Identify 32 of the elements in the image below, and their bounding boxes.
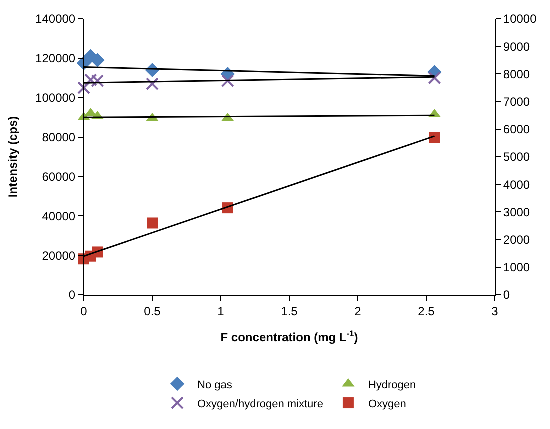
- x-tick-label: 0: [80, 304, 88, 318]
- legend-label: Oxygen/hydrogen mixture: [198, 398, 324, 410]
- y2-tick-label: 7000: [503, 95, 530, 109]
- y2-tick-label: 1000: [503, 260, 530, 275]
- y-tick-label: 80000: [42, 130, 76, 144]
- x-tick-label: 0.5: [144, 304, 162, 318]
- y-axis-title: Intensity (cps): [6, 116, 20, 198]
- y-tick-label: 0: [68, 288, 76, 302]
- x-tick-label: 2.5: [418, 304, 436, 318]
- y-tick-label: 20000: [42, 248, 76, 263]
- y-tick-label: 60000: [42, 170, 76, 184]
- y-tick-label: 120000: [36, 52, 76, 66]
- y-tick-label: 40000: [42, 209, 76, 224]
- legend-label: No gas: [198, 379, 233, 392]
- y-tick-label: 100000: [36, 91, 76, 106]
- y2-tick-label: 5000: [503, 150, 530, 164]
- y-tick-label: 140000: [36, 12, 76, 26]
- y2-tick-label: 0: [503, 288, 510, 302]
- legend-label: Hydrogen: [368, 379, 416, 392]
- x-tick-label: 1.5: [281, 304, 298, 318]
- y2-tick-label: 3000: [503, 205, 530, 220]
- x-tick-label: 3: [492, 304, 499, 318]
- y2-tick-label: 2000: [503, 233, 530, 247]
- x-axis-title: F concentration (mg L$^{-1}$): [220, 328, 358, 344]
- y2-tick-label: 9000: [503, 40, 530, 54]
- y2-tick-label: 8000: [503, 67, 530, 82]
- y2-tick-label: 6000: [503, 122, 530, 137]
- y2-tick-label: 4000: [503, 178, 530, 192]
- legend-label: Oxygen: [368, 398, 406, 410]
- x-tick-label: 1: [218, 304, 225, 318]
- x-tick-label: 2: [354, 304, 362, 318]
- y2-tick-label: 10000: [503, 12, 538, 26]
